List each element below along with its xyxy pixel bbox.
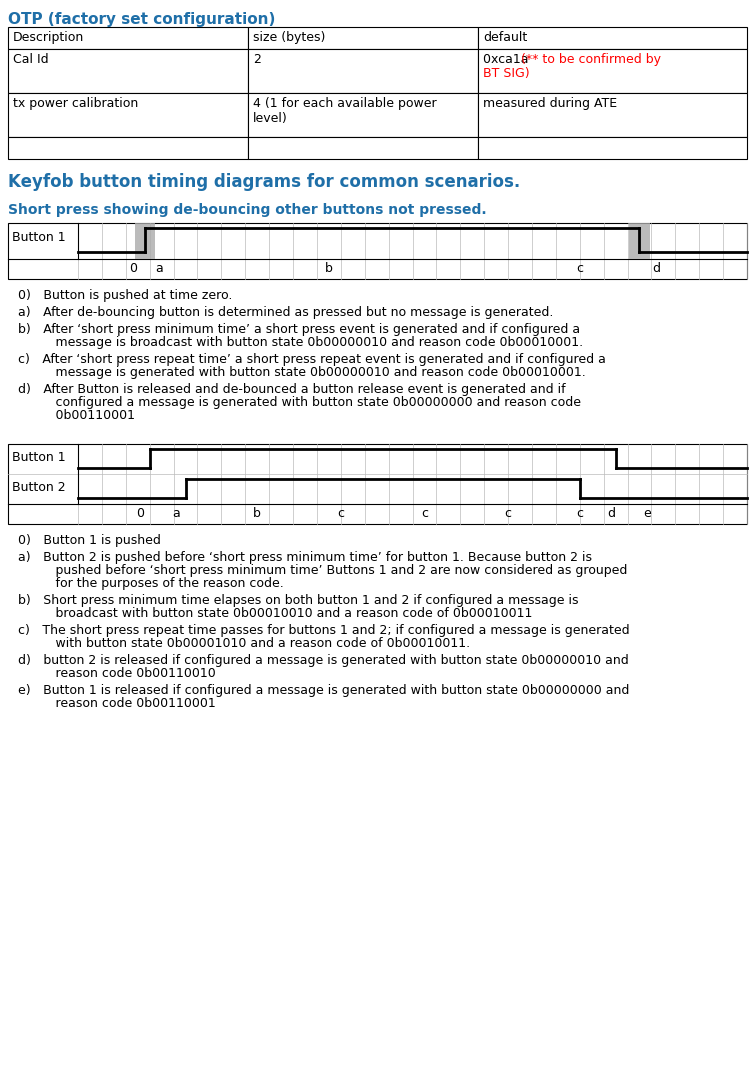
Bar bbox=[248, 137, 478, 158]
Text: broadcast with button state 0b00010010 and a reason code of 0b00010011: broadcast with button state 0b00010010 a… bbox=[18, 607, 532, 620]
Text: c: c bbox=[576, 262, 584, 275]
Text: with button state 0b00001010 and a reason code of 0b00010011.: with button state 0b00001010 and a reaso… bbox=[18, 637, 470, 650]
Text: d: d bbox=[607, 507, 615, 520]
Text: a: a bbox=[172, 507, 180, 520]
Text: Description: Description bbox=[13, 31, 85, 44]
Bar bbox=[8, 93, 248, 137]
Text: configured a message is generated with button state 0b00000000 and reason code: configured a message is generated with b… bbox=[18, 396, 581, 409]
Text: BT SIG): BT SIG) bbox=[483, 67, 529, 80]
Bar bbox=[8, 137, 248, 158]
Text: Button 2: Button 2 bbox=[12, 481, 66, 494]
Text: c: c bbox=[337, 507, 344, 520]
Text: default: default bbox=[483, 31, 527, 44]
Text: 0: 0 bbox=[136, 507, 144, 520]
Text: reason code 0b00110001: reason code 0b00110001 bbox=[18, 697, 216, 710]
Text: c) The short press repeat time passes for buttons 1 and 2; if configured a messa: c) The short press repeat time passes fo… bbox=[18, 624, 630, 637]
Text: 0xca1a: 0xca1a bbox=[483, 53, 532, 66]
Text: d) After Button is released and de-bounced a button release event is generated a: d) After Button is released and de-bounc… bbox=[18, 383, 565, 396]
Text: Cal Id: Cal Id bbox=[13, 53, 48, 66]
Text: 0) Button is pushed at time zero.: 0) Button is pushed at time zero. bbox=[18, 289, 233, 302]
Text: (** to be confirmed by: (** to be confirmed by bbox=[521, 53, 661, 66]
Bar bbox=[478, 49, 747, 93]
Text: e) Button 1 is released if configured a message is generated with button state 0: e) Button 1 is released if configured a … bbox=[18, 685, 630, 697]
Text: 0: 0 bbox=[129, 262, 137, 275]
Text: pushed before ‘short press minimum time’ Buttons 1 and 2 are now considered as g: pushed before ‘short press minimum time’… bbox=[18, 564, 627, 577]
Text: b: b bbox=[253, 507, 261, 520]
Text: a) Button 2 is pushed before ‘short press minimum time’ for button 1. Because bu: a) Button 2 is pushed before ‘short pres… bbox=[18, 551, 592, 564]
Bar bbox=[248, 93, 478, 137]
Bar bbox=[134, 223, 155, 259]
Bar bbox=[478, 93, 747, 137]
Bar bbox=[478, 27, 747, 49]
Bar bbox=[8, 49, 248, 93]
Text: OTP (factory set configuration): OTP (factory set configuration) bbox=[8, 12, 276, 27]
Text: 2: 2 bbox=[253, 53, 261, 66]
Text: e: e bbox=[643, 507, 651, 520]
Text: reason code 0b00110010: reason code 0b00110010 bbox=[18, 667, 216, 680]
Text: Button 1: Button 1 bbox=[12, 451, 66, 464]
Text: b) Short press minimum time elapses on both button 1 and 2 if configured a messa: b) Short press minimum time elapses on b… bbox=[18, 594, 578, 607]
Text: size (bytes): size (bytes) bbox=[253, 31, 325, 44]
Text: c: c bbox=[504, 507, 512, 520]
Bar bbox=[248, 27, 478, 49]
Text: tx power calibration: tx power calibration bbox=[13, 97, 138, 110]
Text: message is broadcast with button state 0b00000010 and reason code 0b00010001.: message is broadcast with button state 0… bbox=[18, 336, 583, 349]
Text: a) After de-bouncing button is determined as pressed but no message is generated: a) After de-bouncing button is determine… bbox=[18, 306, 553, 319]
Text: a: a bbox=[156, 262, 163, 275]
Text: b) After ‘short press minimum time’ a short press event is generated and if conf: b) After ‘short press minimum time’ a sh… bbox=[18, 323, 580, 336]
Text: Short press showing de-bouncing other buttons not pressed.: Short press showing de-bouncing other bu… bbox=[8, 203, 487, 217]
Bar bbox=[630, 223, 649, 259]
Bar bbox=[8, 223, 747, 279]
Text: 0) Button 1 is pushed: 0) Button 1 is pushed bbox=[18, 534, 161, 547]
Text: 0b00110001: 0b00110001 bbox=[18, 409, 135, 421]
Text: Button 1: Button 1 bbox=[12, 231, 66, 244]
Text: Keyfob button timing diagrams for common scenarios.: Keyfob button timing diagrams for common… bbox=[8, 172, 520, 191]
Text: measured during ATE: measured during ATE bbox=[483, 97, 617, 110]
Text: d) button 2 is released if configured a message is generated with button state 0: d) button 2 is released if configured a … bbox=[18, 654, 629, 667]
Text: c: c bbox=[576, 507, 584, 520]
Bar bbox=[478, 137, 747, 158]
Text: for the purposes of the reason code.: for the purposes of the reason code. bbox=[18, 577, 284, 590]
Bar bbox=[8, 444, 747, 524]
Text: d: d bbox=[652, 262, 660, 275]
Text: 4 (1 for each available power
level): 4 (1 for each available power level) bbox=[253, 97, 436, 125]
Bar bbox=[8, 27, 248, 49]
Bar bbox=[248, 49, 478, 93]
Text: message is generated with button state 0b00000010 and reason code 0b00010001.: message is generated with button state 0… bbox=[18, 367, 586, 379]
Text: b: b bbox=[325, 262, 333, 275]
Text: c: c bbox=[421, 507, 428, 520]
Text: c) After ‘short press repeat time’ a short press repeat event is generated and i: c) After ‘short press repeat time’ a sho… bbox=[18, 353, 606, 367]
